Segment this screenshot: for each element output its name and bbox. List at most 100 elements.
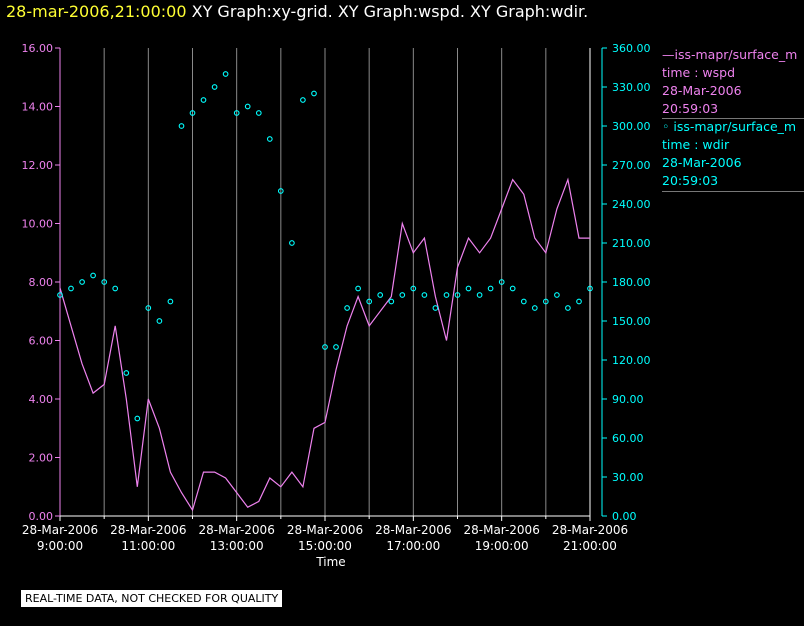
wdir-point <box>68 285 74 292</box>
wdir-point <box>487 285 494 292</box>
wdir-point <box>531 305 538 311</box>
y-right-tick-label: 360.00 <box>612 42 651 55</box>
y-right-tick-label: 240.00 <box>612 198 651 211</box>
legend-wspd-source: —iss-mapr/surface_m <box>662 47 798 62</box>
wdir-point <box>344 305 350 311</box>
y-right-tick-label: 330.00 <box>612 81 651 94</box>
wdir-point <box>266 136 273 142</box>
legend-wdir-date: 28-Mar-2006 <box>662 155 742 170</box>
wdir-point <box>156 318 163 324</box>
wdir-point <box>520 298 527 305</box>
x-tick-time: 13:00:00 <box>210 539 264 553</box>
wspd-line <box>59 177 590 512</box>
legend-divider <box>662 118 804 119</box>
x-tick-time: 21:00:00 <box>563 539 617 553</box>
x-tick-time: 15:00:00 <box>298 539 352 553</box>
wdir-point <box>90 272 96 279</box>
x-tick-date: 28-Mar-2006 <box>463 523 539 537</box>
legend-wspd-date: 28-Mar-2006 <box>662 83 742 98</box>
x-tick-time: 9:00:00 <box>37 539 83 553</box>
grid-lines <box>103 48 547 516</box>
wdir-point <box>366 298 373 305</box>
y-right-tick-label: 210.00 <box>612 237 651 250</box>
y-right-tick-labels: 0.00 30.00 60.00 90.00 120.00 150.00 180.00 210… <box>602 42 651 523</box>
wdir-point <box>565 305 571 311</box>
legend-wdir-field: time : wdir <box>662 137 730 152</box>
wdir-point <box>300 97 306 103</box>
wdir-point <box>476 292 483 298</box>
y-left-tick-label: 4.00 <box>29 393 54 406</box>
wdir-point <box>333 344 339 350</box>
y-left-tick-label: 0.00 <box>29 510 54 523</box>
wdir-point <box>178 123 185 129</box>
wdir-point <box>255 110 262 116</box>
x-tick-time: 11:00:00 <box>121 539 175 553</box>
y-left-tick-label: 10.00 <box>22 218 54 231</box>
legend-wspd-time: 20:59:03 <box>662 101 719 116</box>
wdir-point <box>355 285 361 292</box>
wdir-point <box>311 90 317 97</box>
x-tick-date: 28-Mar-2006 <box>22 523 98 537</box>
wdir-point <box>189 110 196 116</box>
wdir-point <box>410 285 417 292</box>
wdir-point <box>432 305 439 311</box>
y-left-tick-label: 14.00 <box>22 101 54 114</box>
legend: —iss-mapr/surface_m time : wspd 28-Mar-2… <box>662 46 804 190</box>
wdir-point <box>542 298 549 305</box>
wdir-point <box>134 415 141 422</box>
y-right-tick-label: 120.00 <box>612 354 651 367</box>
wdir-point <box>587 285 593 292</box>
y-left-tick-label: 2.00 <box>29 452 54 465</box>
y-right-tick-label: 90.00 <box>612 393 644 406</box>
wspd-series <box>59 177 590 512</box>
y-right-tick-label: 30.00 <box>612 471 644 484</box>
x-tick-date: 28-Mar-2006 <box>110 523 186 537</box>
x-tick-date: 28-Mar-2006 <box>552 523 628 537</box>
wdir-point <box>112 285 119 292</box>
y-left-tick-label: 16.00 <box>22 42 54 55</box>
wdir-point <box>399 292 406 298</box>
y-left-tick-label: 12.00 <box>22 159 54 172</box>
wdir-point <box>244 103 251 110</box>
wdir-point <box>289 240 295 246</box>
x-tick-date: 28-Mar-2006 <box>198 523 274 537</box>
x-tick-date: 28-Mar-2006 <box>375 523 451 537</box>
wdir-point <box>277 188 284 194</box>
wdir-point <box>79 279 85 285</box>
wdir-point <box>145 305 152 311</box>
x-tick-labels: 28-Mar-2006 9:00:00 28-Mar-2006 11:00:00 28-… <box>22 516 628 553</box>
y-left-tick-labels: 0.00 2.00 4.00 6.00 8.00 10.00 12.00 14.00 16.00 <box>22 42 60 523</box>
legend-wdir-source: ◦ iss-mapr/surface_m <box>662 119 797 134</box>
wdir-point <box>57 292 63 298</box>
wdir-point <box>576 298 582 305</box>
x-tick-time: 17:00:00 <box>386 539 440 553</box>
legend-wdir-time: 20:59:03 <box>662 173 719 188</box>
wdir-series <box>57 71 593 422</box>
y-right-tick-label: 180.00 <box>612 276 651 289</box>
chart-title: 28-mar-2006,21:00:00 XY Graph:xy-grid. X… <box>6 2 588 21</box>
wdir-point <box>454 292 461 298</box>
y-right-tick-label: 300.00 <box>612 120 651 133</box>
x-tick-time: 19:00:00 <box>475 539 529 553</box>
legend-divider <box>662 191 804 192</box>
wdir-point <box>123 370 130 376</box>
wdir-point <box>101 279 108 285</box>
wdir-point <box>443 292 450 298</box>
quality-disclaimer: REAL-TIME DATA, NOT CHECKED FOR QUALITY <box>20 589 284 608</box>
wdir-point <box>322 344 328 350</box>
wdir-point <box>465 285 472 292</box>
y-right-tick-label: 0.00 <box>612 510 637 523</box>
y-left-tick-label: 8.00 <box>29 276 54 289</box>
wdir-point <box>509 285 516 292</box>
wdir-point <box>498 279 505 285</box>
title-date: 28-mar-2006,21:00:00 <box>6 2 187 21</box>
y-right-tick-label: 270.00 <box>612 159 651 172</box>
y-left-tick-label: 6.00 <box>29 335 54 348</box>
wdir-point <box>388 298 395 305</box>
wdir-point <box>554 292 560 298</box>
y-right-tick-label: 60.00 <box>612 432 644 445</box>
y-right-tick-label: 150.00 <box>612 315 651 328</box>
wdir-point <box>233 110 240 116</box>
wdir-point <box>421 292 428 298</box>
